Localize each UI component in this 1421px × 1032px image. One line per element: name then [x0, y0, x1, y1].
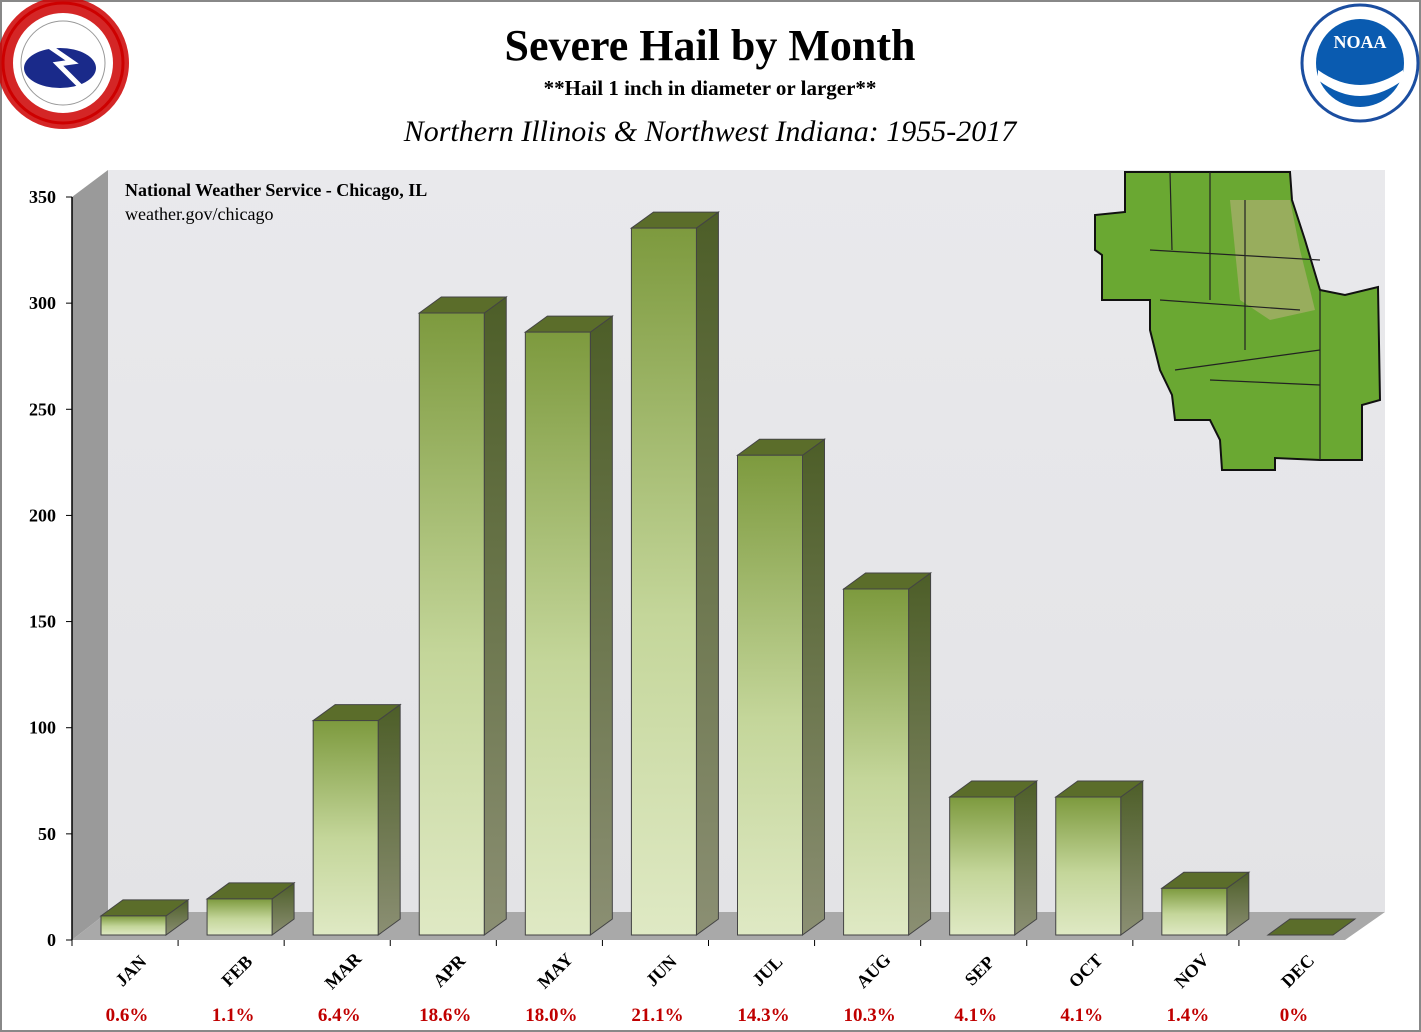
source-label: National Weather Service - Chicago, IL [125, 180, 427, 200]
percent-label: 21.1% [631, 1005, 683, 1026]
bar-side [589, 315, 613, 936]
region-map [1094, 171, 1382, 471]
percent-label: 0% [1280, 1005, 1309, 1026]
percent-label: 4.1% [954, 1005, 997, 1026]
bar [1161, 887, 1228, 936]
percent-label: 18.0% [525, 1005, 577, 1026]
bar [312, 720, 379, 936]
percent-label: 6.4% [318, 1005, 361, 1026]
y-tick-label: 250 [29, 399, 56, 419]
percent-label: 1.1% [212, 1005, 255, 1026]
website-label: weather.gov/chicago [125, 204, 273, 224]
bar [630, 227, 697, 936]
chart-title: Severe Hail by Month [504, 21, 915, 70]
percent-label: 1.4% [1167, 1005, 1210, 1026]
y-tick-label: 0 [47, 930, 56, 950]
chart-subtitle: **Hail 1 inch in diameter or larger** [544, 76, 877, 100]
bar [737, 454, 803, 936]
bar-side [377, 703, 401, 936]
y-tick-label: 50 [38, 824, 56, 844]
percent-label: 14.3% [737, 1005, 789, 1026]
bar-side [483, 296, 507, 936]
side-wall [72, 170, 108, 940]
noaa-logo: NOAA [1300, 3, 1420, 123]
bar [949, 796, 1016, 936]
y-tick-label: 200 [29, 505, 56, 525]
percent-label: 10.3% [844, 1005, 896, 1026]
y-tick-label: 100 [29, 718, 56, 738]
bar [524, 331, 591, 936]
bar-top [1266, 918, 1357, 936]
percent-label: 18.6% [419, 1005, 471, 1026]
bar [843, 588, 910, 936]
bar-side [695, 211, 719, 936]
percent-label: 0.6% [106, 1005, 149, 1026]
bar-side [1014, 780, 1038, 936]
logo-text: NOAA [1334, 32, 1387, 52]
percent-label: 4.1% [1060, 1005, 1103, 1026]
bar-side [908, 571, 932, 936]
region-label: Northern Illinois & Northwest Indiana: 1… [403, 115, 1019, 148]
bar [418, 312, 485, 936]
bar-side [802, 438, 825, 936]
nws-logo [0, 0, 129, 129]
y-tick-label: 300 [29, 293, 56, 313]
bar [100, 915, 167, 936]
y-tick-label: 350 [29, 187, 56, 207]
bar [1055, 796, 1122, 936]
bar-side [1120, 780, 1144, 936]
y-tick-label: 150 [29, 612, 56, 632]
bar [206, 898, 273, 936]
